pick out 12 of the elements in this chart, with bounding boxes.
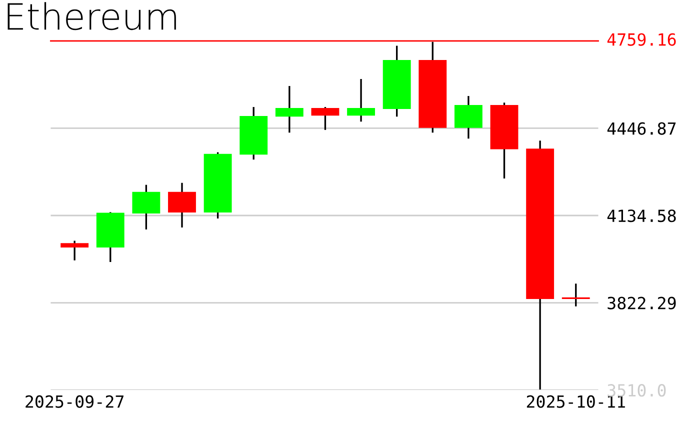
x-tick-label: 2025-09-27 [26,395,124,408]
candlestick [60,240,89,262]
y-tick-label: 4446.87 [607,122,676,135]
candlestick [347,78,375,122]
y-tick-label: 4134.58 [607,210,676,222]
chart-title: Ethereum [8,2,176,30]
candlestick [562,282,590,308]
ref-line-label: 4759.16 [607,33,676,46]
y-tick-label: 3822.29 [608,296,676,310]
x-tick-label: 2025-10-11 [526,395,625,408]
candlestick [275,85,304,134]
y-tick-label: 3510.0 [608,384,666,397]
